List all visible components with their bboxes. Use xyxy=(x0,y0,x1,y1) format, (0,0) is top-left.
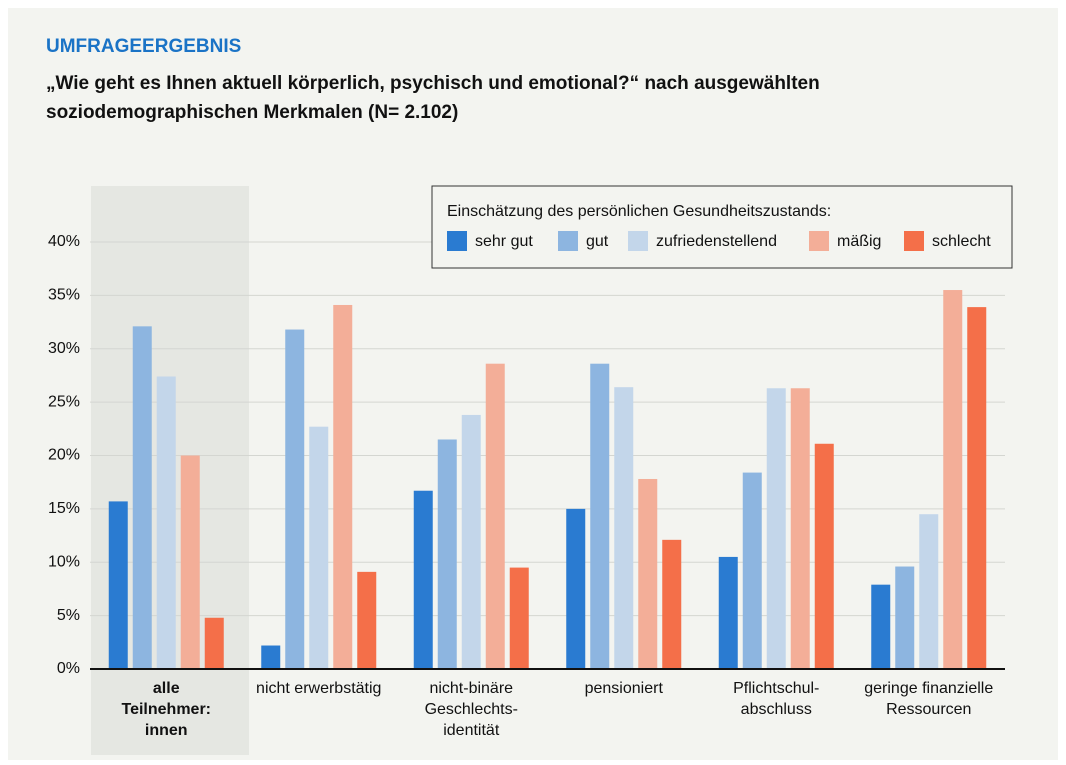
subtitle: „Wie geht es Ihnen aktuell körperlich, p… xyxy=(46,73,820,94)
legend-swatch xyxy=(558,231,578,251)
y-tick-label: 0% xyxy=(57,660,80,677)
x-tick-label: abschluss xyxy=(741,701,812,718)
bar xyxy=(204,617,224,669)
bar xyxy=(333,304,353,669)
bar xyxy=(261,645,281,669)
bar xyxy=(180,455,200,669)
bar xyxy=(967,307,987,669)
y-tick-label: 40% xyxy=(48,233,80,250)
bar xyxy=(108,501,128,669)
legend-box xyxy=(431,185,1013,269)
y-tick-label: 10% xyxy=(48,553,80,570)
legend-label: mäßig xyxy=(837,233,881,250)
legend-label: gut xyxy=(586,233,609,250)
x-tick-label: geringe finanzielle xyxy=(864,680,993,697)
legend-swatch xyxy=(809,231,829,251)
legend-label: sehr gut xyxy=(475,233,533,250)
x-tick-label: nicht erwerbstätig xyxy=(256,680,381,697)
bar xyxy=(132,326,152,669)
x-tick-label: Ressourcen xyxy=(886,701,971,718)
bar xyxy=(919,514,939,669)
y-tick-label: 35% xyxy=(48,287,80,304)
bar xyxy=(790,388,810,669)
x-tick-label: Pflichtschul- xyxy=(733,680,819,697)
subtitle: soziodemographischen Merkmalen (N= 2.102… xyxy=(46,102,458,123)
legend-label: schlecht xyxy=(932,233,991,250)
legend-swatch xyxy=(904,231,924,251)
bar xyxy=(614,387,634,669)
bar xyxy=(566,508,586,669)
y-tick-label: 30% xyxy=(48,340,80,357)
x-tick-label: pensioniert xyxy=(585,680,664,697)
legend-label: zufriedenstellend xyxy=(656,233,777,250)
bar xyxy=(357,571,377,669)
legend-title: Einschätzung des persönlichen Gesundheit… xyxy=(447,203,831,220)
bar xyxy=(590,363,610,669)
y-tick-label: 25% xyxy=(48,393,80,410)
bar xyxy=(871,584,891,669)
bar xyxy=(742,472,762,669)
x-tick-label: identität xyxy=(443,722,500,739)
x-tick-label: nicht-binäre xyxy=(429,680,513,697)
bar xyxy=(309,426,329,669)
bar xyxy=(156,376,176,669)
y-tick-label: 15% xyxy=(48,500,80,517)
x-tick-label: Geschlechts- xyxy=(425,701,518,718)
y-tick-label: 5% xyxy=(57,607,80,624)
bar xyxy=(285,329,305,669)
bar xyxy=(943,290,963,669)
x-tick-label: innen xyxy=(145,722,188,739)
bar xyxy=(413,490,433,669)
x-tick-label: Teilnehmer: xyxy=(122,701,212,718)
bar xyxy=(509,567,529,669)
bar xyxy=(485,363,505,669)
legend-swatch xyxy=(628,231,648,251)
legend-swatch xyxy=(447,231,467,251)
bar xyxy=(718,556,738,669)
y-tick-label: 20% xyxy=(48,447,80,464)
bar xyxy=(638,478,658,669)
bar xyxy=(766,388,786,669)
bar xyxy=(662,539,682,669)
bar xyxy=(895,566,915,669)
bar xyxy=(814,443,834,669)
bar xyxy=(437,439,457,669)
chart-title: UMFRAGEERGEBNIS xyxy=(46,36,241,57)
x-tick-label: alle xyxy=(153,680,180,697)
bar xyxy=(461,414,481,669)
